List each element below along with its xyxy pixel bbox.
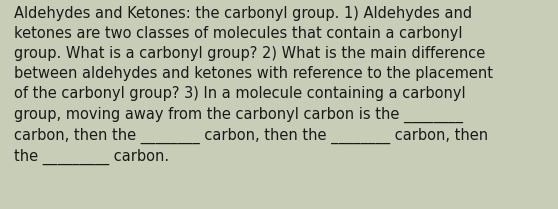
Text: Aldehydes and Ketones: the carbonyl group. 1) Aldehydes and
ketones are two clas: Aldehydes and Ketones: the carbonyl grou… xyxy=(14,6,493,165)
